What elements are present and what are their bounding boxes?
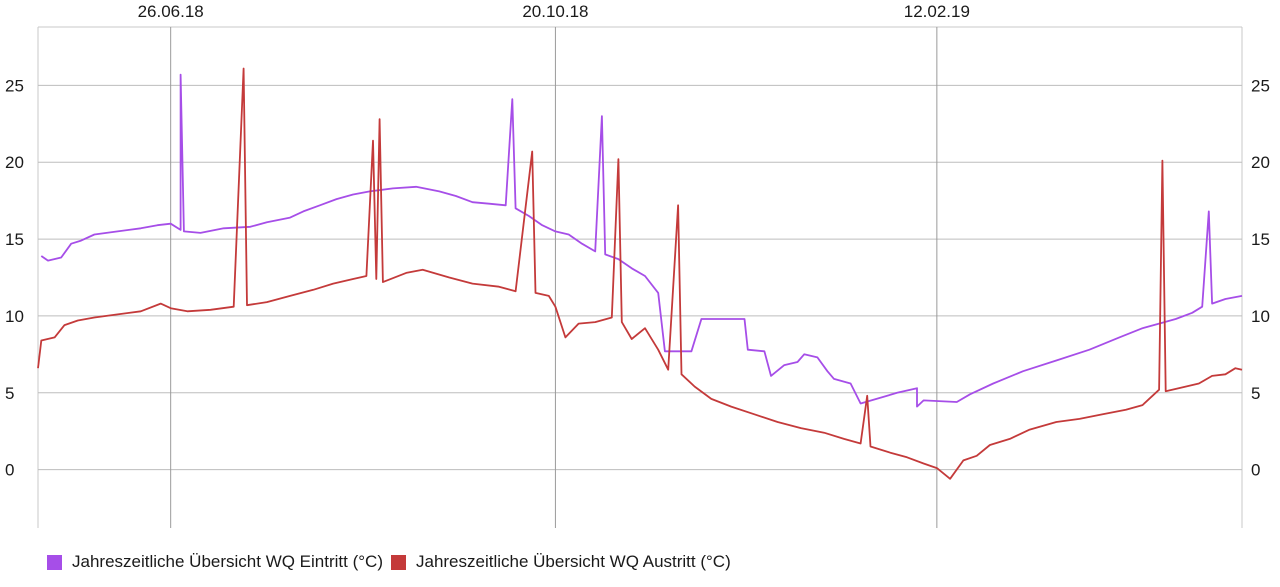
y-tick-label-left-10: 10 (5, 307, 24, 326)
legend-swatch-austritt (390, 554, 406, 570)
x-tick-label-1: 20.10.18 (522, 2, 588, 21)
series-line-1 (37, 67, 1243, 480)
y-tick-label-right-20: 20 (1251, 153, 1270, 172)
legend-item-austritt[interactable]: Jahreszeitliche Übersicht WQ Austritt (°… (390, 552, 731, 572)
y-tick-label-left-5: 5 (5, 384, 14, 403)
x-tick-label-0: 26.06.18 (138, 2, 204, 21)
chart: 26.06.18 20.10.18 12.02.19 0 5 10 15 20 25 0 5 10… (5, 2, 1270, 528)
y-axis-left: 0 5 10 15 20 25 (5, 76, 24, 479)
series-line-0 (40, 73, 1243, 408)
y-tick-label-left-15: 15 (5, 230, 24, 249)
y-tick-label-left-25: 25 (5, 76, 24, 95)
y-tick-label-right-0: 0 (1251, 461, 1260, 480)
y-tick-label-right-25: 25 (1251, 76, 1270, 95)
y-tick-label-right-15: 15 (1251, 230, 1270, 249)
legend-label-austritt: Jahreszeitliche Übersicht WQ Austritt (°… (415, 552, 731, 571)
legend-label-eintritt: Jahreszeitliche Übersicht WQ Eintritt (°… (72, 552, 383, 571)
legend: Jahreszeitliche Übersicht WQ Eintritt (°… (47, 552, 739, 572)
plot-area (37, 67, 1243, 480)
legend-swatch-eintritt (47, 554, 62, 570)
y-axis-right: 0 5 10 15 20 25 (1251, 76, 1270, 479)
y-tick-label-right-5: 5 (1251, 384, 1260, 403)
y-tick-label-left-20: 20 (5, 153, 24, 172)
grid (37, 26, 1243, 528)
y-tick-label-right-10: 10 (1251, 307, 1270, 326)
legend-item-eintritt[interactable]: Jahreszeitliche Übersicht WQ Eintritt (°… (47, 552, 383, 572)
x-tick-label-2: 12.02.19 (904, 2, 970, 21)
y-tick-label-left-0: 0 (5, 461, 14, 480)
x-axis: 26.06.18 20.10.18 12.02.19 (138, 2, 970, 21)
